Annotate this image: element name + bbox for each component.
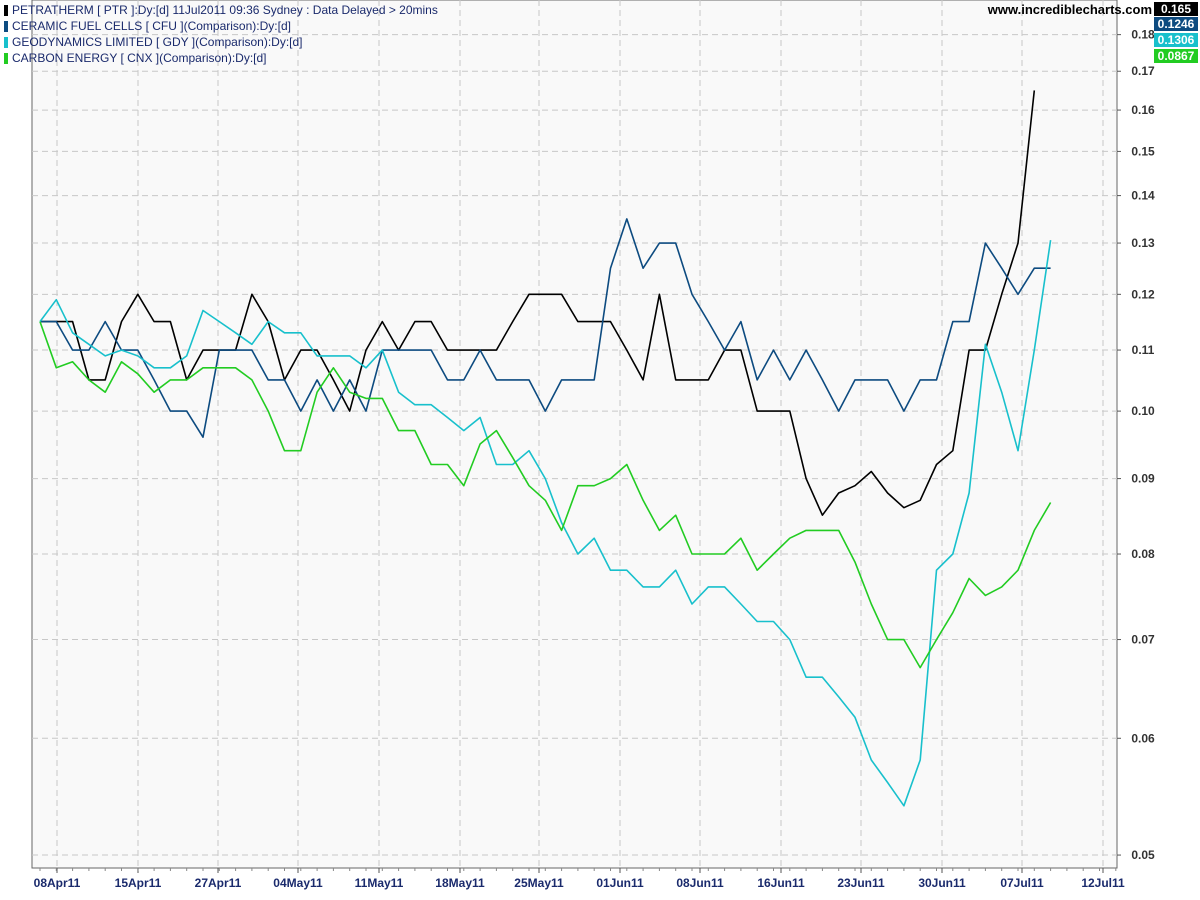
legend-item-gdy: GEODYNAMICS LIMITED [ GDY ](Comparison):… xyxy=(4,34,438,50)
x-tick-label: 04May11 xyxy=(273,876,323,890)
y-tick-label: 0.11 xyxy=(1132,343,1155,357)
x-tick-label: 30Jun11 xyxy=(918,876,966,890)
last-value-cnx: 0.0867 xyxy=(1154,49,1198,63)
legend-swatch-cfu xyxy=(4,20,8,32)
y-tick-label: 0.14 xyxy=(1131,189,1155,203)
y-tick-label: 0.17 xyxy=(1131,64,1155,78)
x-tick-label: 27Apr11 xyxy=(195,876,242,890)
y-tick-label: 0.06 xyxy=(1131,731,1155,745)
y-tick-label: 0.15 xyxy=(1131,144,1155,158)
site-url: www.incrediblecharts.com xyxy=(987,2,1152,17)
y-tick-label: 0.10 xyxy=(1131,404,1155,418)
x-tick-label: 11May11 xyxy=(355,876,404,890)
legend: PETRATHERM [ PTR ]:Dy:[d] 11Jul2011 09:3… xyxy=(4,2,438,66)
x-tick-label: 16Jun11 xyxy=(757,876,805,890)
legend-item-ptr: PETRATHERM [ PTR ]:Dy:[d] 11Jul2011 09:3… xyxy=(4,2,438,18)
x-tick-label: 23Jun11 xyxy=(837,876,885,890)
x-tick-label: 18May11 xyxy=(435,876,485,890)
last-value-gdy: 0.1306 xyxy=(1154,33,1198,47)
legend-swatch-gdy xyxy=(4,36,8,48)
series-line-gdy xyxy=(39,239,1052,807)
plot-area xyxy=(31,0,1118,869)
x-tick-label: 07Jul11 xyxy=(1000,876,1044,890)
legend-item-cfu: CERAMIC FUEL CELLS [ CFU ](Comparison):D… xyxy=(4,18,438,34)
legend-label-cnx: CARBON ENERGY [ CNX ](Comparison):Dy:[d] xyxy=(12,51,267,65)
axes: 0.18 0.17 0.16 0.15 0.14 0.13 0.12 0.11 0.10 0.09… xyxy=(34,28,1155,890)
y-tick-label: 0.09 xyxy=(1131,472,1155,486)
y-tick-label: 0.13 xyxy=(1131,236,1155,250)
x-tick-label: 08Apr11 xyxy=(34,876,81,890)
y-tick-label: 0.12 xyxy=(1131,287,1155,301)
y-tick-label: 0.18 xyxy=(1131,28,1155,42)
series-line-cnx xyxy=(39,321,1052,669)
legend-label-cfu: CERAMIC FUEL CELLS [ CFU ](Comparison):D… xyxy=(12,19,291,33)
x-tick-label: 12Jul11 xyxy=(1081,876,1125,890)
y-tick-label: 0.16 xyxy=(1131,103,1155,117)
last-value-ptr: 0.165 xyxy=(1154,2,1198,16)
legend-swatch-ptr xyxy=(4,4,8,16)
x-tick-label: 15Apr11 xyxy=(115,876,162,890)
legend-swatch-cnx xyxy=(4,52,8,64)
y-tick-label: 0.07 xyxy=(1131,633,1155,647)
series-lines xyxy=(39,90,1052,807)
series-line-cfu xyxy=(40,218,1051,439)
y-tick-label: 0.05 xyxy=(1131,848,1155,862)
y-tick-label: 0.08 xyxy=(1131,547,1155,561)
last-value-cfu: 0.1246 xyxy=(1154,17,1198,31)
series-line-ptr xyxy=(40,90,1036,517)
legend-item-cnx: CARBON ENERGY [ CNX ](Comparison):Dy:[d] xyxy=(4,50,438,66)
x-tick-label: 08Jun11 xyxy=(676,876,724,890)
legend-label-gdy: GEODYNAMICS LIMITED [ GDY ](Comparison):… xyxy=(12,35,303,49)
x-tick-label: 01Jun11 xyxy=(596,876,644,890)
x-tick-label: 25May11 xyxy=(514,876,564,890)
legend-label-ptr: PETRATHERM [ PTR ]:Dy:[d] 11Jul2011 09:3… xyxy=(12,3,438,17)
